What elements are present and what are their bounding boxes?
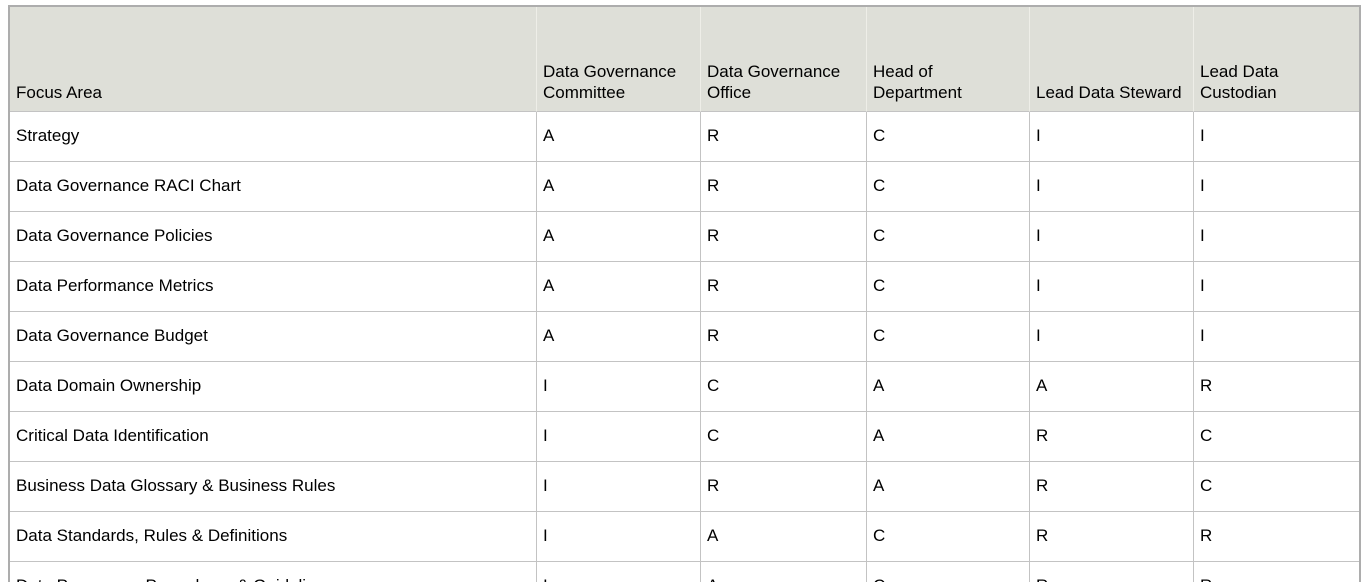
focus-area-cell: Data Governance Budget <box>10 312 537 362</box>
raci-value-cell: R <box>1194 512 1359 562</box>
raci-value-cell: C <box>867 262 1030 312</box>
raci-value-cell: R <box>1030 512 1194 562</box>
raci-value-cell: C <box>867 312 1030 362</box>
raci-value-cell: I <box>1194 212 1359 262</box>
focus-area-cell: Data Performance Metrics <box>10 262 537 312</box>
focus-area-cell: Data Governance Policies <box>10 212 537 262</box>
raci-value-cell: A <box>701 512 867 562</box>
table-row: Critical Data Identification I C A R C <box>10 412 1359 462</box>
raci-value-cell: I <box>1030 212 1194 262</box>
raci-value-cell: I <box>1194 162 1359 212</box>
focus-area-cell: Critical Data Identification <box>10 412 537 462</box>
raci-value-cell: C <box>867 512 1030 562</box>
table-row: Data Standards, Rules & Definitions I A C R R <box>10 512 1359 562</box>
column-header-data-governance-committee: Data Governance Committee <box>537 7 701 112</box>
raci-value-cell: I <box>537 462 701 512</box>
raci-value-cell: R <box>1194 362 1359 412</box>
raci-value-cell: A <box>537 162 701 212</box>
raci-value-cell: R <box>1030 462 1194 512</box>
raci-value-cell: A <box>1030 362 1194 412</box>
column-header-focus-area: Focus Area <box>10 7 537 112</box>
table-row: Data Performance Metrics A R C I I <box>10 262 1359 312</box>
raci-value-cell: I <box>1194 262 1359 312</box>
focus-area-cell: Business Data Glossary & Business Rules <box>10 462 537 512</box>
column-header-data-governance-office: Data Governance Office <box>701 7 867 112</box>
focus-area-cell: Data Standards, Rules & Definitions <box>10 512 537 562</box>
raci-value-cell: I <box>537 362 701 412</box>
table-row: Business Data Glossary & Business Rules I… <box>10 462 1359 512</box>
table-row: Data Governance RACI Chart A R C I I <box>10 162 1359 212</box>
raci-table-body: Strategy A R C I I Data Governance RACI Chart A… <box>10 112 1359 582</box>
raci-value-cell: C <box>867 162 1030 212</box>
raci-value-cell: R <box>1030 412 1194 462</box>
raci-value-cell: I <box>537 562 701 582</box>
raci-value-cell: I <box>1030 262 1194 312</box>
column-header-lead-data-custodian: Lead Data Custodian <box>1194 7 1359 112</box>
column-header-head-of-department: Head of Department <box>867 7 1030 112</box>
raci-value-cell: C <box>1194 412 1359 462</box>
raci-value-cell: I <box>1030 162 1194 212</box>
raci-value-cell: C <box>701 362 867 412</box>
raci-value-cell: C <box>701 412 867 462</box>
raci-value-cell: R <box>701 262 867 312</box>
table-row: Data Governance Budget A R C I I <box>10 312 1359 362</box>
table-row: Data Domain Ownership I C A A R <box>10 362 1359 412</box>
raci-value-cell: A <box>537 262 701 312</box>
raci-value-cell: I <box>1030 112 1194 162</box>
raci-table-header: Focus Area Data Governance Committee Dat… <box>10 7 1359 112</box>
raci-value-cell: C <box>867 562 1030 582</box>
table-row: Strategy A R C I I <box>10 112 1359 162</box>
raci-value-cell: A <box>701 562 867 582</box>
raci-table: Focus Area Data Governance Committee Dat… <box>8 5 1361 582</box>
column-header-lead-data-steward: Lead Data Steward <box>1030 7 1194 112</box>
raci-value-cell: I <box>1194 312 1359 362</box>
raci-value-cell: A <box>537 212 701 262</box>
raci-value-cell: R <box>701 162 867 212</box>
raci-value-cell: R <box>701 212 867 262</box>
raci-value-cell: A <box>867 362 1030 412</box>
raci-value-cell: R <box>701 462 867 512</box>
raci-value-cell: A <box>867 462 1030 512</box>
raci-value-cell: C <box>867 212 1030 262</box>
raci-value-cell: I <box>1030 312 1194 362</box>
raci-value-cell: R <box>701 312 867 362</box>
raci-value-cell: R <box>1030 562 1194 582</box>
raci-value-cell: R <box>1194 562 1359 582</box>
table-row: Data Processes, Procedures & GuidelinesI… <box>10 562 1359 582</box>
focus-area-cell: Data Domain Ownership <box>10 362 537 412</box>
raci-value-cell: I <box>1194 112 1359 162</box>
focus-area-cell: Strategy <box>10 112 537 162</box>
focus-area-cell: Data Governance RACI Chart <box>10 162 537 212</box>
table-row: Data Governance Policies A R C I I <box>10 212 1359 262</box>
raci-value-cell: A <box>537 312 701 362</box>
raci-value-cell: A <box>537 112 701 162</box>
raci-value-cell: I <box>537 512 701 562</box>
raci-value-cell: R <box>701 112 867 162</box>
focus-area-cell: Data Processes, Procedures & Guidelines <box>10 562 537 582</box>
header-row: Focus Area Data Governance Committee Dat… <box>10 7 1359 112</box>
raci-value-cell: C <box>1194 462 1359 512</box>
raci-value-cell: I <box>537 412 701 462</box>
raci-value-cell: A <box>867 412 1030 462</box>
raci-value-cell: C <box>867 112 1030 162</box>
